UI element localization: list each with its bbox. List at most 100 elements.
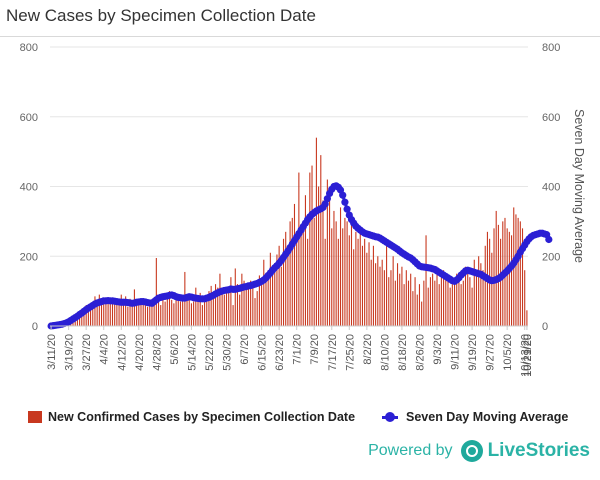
bar: [333, 210, 335, 326]
title-divider: [0, 36, 600, 37]
bar: [131, 303, 133, 326]
x-tick-label: 4/28/20: [151, 334, 163, 371]
bar: [149, 299, 151, 326]
bar: [223, 294, 225, 326]
bar: [206, 301, 208, 326]
x-tick-label: 3/19/20: [64, 334, 76, 371]
bar: [414, 277, 416, 326]
x-tick-label: 6/7/20: [239, 334, 251, 365]
bar: [491, 252, 493, 326]
y-tick-label-left: 200: [20, 251, 38, 263]
bar: [403, 284, 405, 326]
legend-label-moving-average: Seven Day Moving Average: [406, 410, 569, 424]
y2-tick-label-right: 400: [542, 182, 560, 194]
powered-by-livestories[interactable]: Powered by LiveStories: [368, 440, 590, 462]
bar: [276, 254, 278, 326]
legend-item-new-cases[interactable]: New Confirmed Cases by Specimen Collecti…: [28, 410, 355, 424]
bar: [120, 294, 122, 326]
bar: [247, 287, 249, 326]
bar: [375, 263, 377, 326]
moving-average-point: [341, 198, 349, 206]
x-tick-label: 8/18/20: [397, 334, 409, 371]
bar: [416, 294, 418, 326]
bar: [241, 273, 243, 326]
bar: [357, 238, 359, 326]
bar: [160, 305, 162, 326]
bar: [324, 238, 326, 326]
bar: [234, 268, 236, 326]
bar: [462, 280, 464, 326]
bar: [526, 310, 528, 326]
bar: [443, 270, 445, 326]
bar: [346, 221, 348, 326]
bar: [326, 179, 328, 326]
bar: [98, 294, 100, 326]
bar: [436, 266, 438, 326]
bar: [298, 172, 300, 326]
x-tick-label: 5/14/20: [186, 334, 198, 371]
x-tick-label: 3/11/20: [46, 334, 58, 370]
bar: [133, 289, 135, 326]
bar: [524, 270, 526, 326]
bar: [425, 235, 427, 326]
x-tick-label: 5/22/20: [204, 334, 216, 371]
bar: [401, 266, 403, 326]
bar: [355, 231, 357, 326]
bar: [318, 186, 320, 326]
bar: [214, 284, 217, 326]
bar: [359, 228, 361, 326]
bar: [280, 266, 282, 326]
bar: [478, 256, 480, 326]
bar: [197, 296, 199, 326]
bar: [282, 238, 285, 326]
bar: [109, 301, 111, 326]
bar: [423, 280, 425, 326]
bar: [427, 287, 429, 326]
bar: [193, 301, 195, 326]
bar: [335, 221, 337, 326]
bar: [289, 221, 291, 326]
bar: [114, 298, 116, 326]
bar: [171, 299, 173, 326]
bar: [118, 302, 120, 326]
x-tick-label: 10/21/20: [522, 334, 534, 377]
bar: [458, 277, 460, 326]
bar: [500, 238, 502, 326]
bar: [256, 291, 258, 326]
bar: [142, 298, 144, 326]
bar: [388, 277, 390, 326]
bar: [204, 296, 206, 326]
bar: [456, 273, 458, 326]
bar: [151, 303, 153, 326]
bar: [263, 259, 265, 326]
bar: [495, 210, 497, 326]
legend-item-moving-average[interactable]: Seven Day Moving Average: [382, 410, 568, 424]
bar: [199, 292, 201, 326]
bar-series: [52, 137, 528, 326]
x-tick-label: 8/10/20: [379, 334, 391, 371]
legend-bar-swatch: [28, 411, 42, 423]
bar: [464, 266, 467, 326]
bar: [392, 256, 394, 326]
bar: [386, 238, 388, 326]
bar: [278, 245, 280, 326]
x-tick-label: 6/23/20: [274, 334, 286, 371]
bar: [399, 273, 401, 326]
x-tick-label: 10/5/20: [502, 334, 514, 371]
bar: [304, 195, 306, 326]
bar: [164, 301, 166, 326]
y-tick-label-left: 600: [20, 112, 38, 124]
bar: [122, 305, 125, 326]
bar: [166, 296, 168, 326]
y2-axis-title: Seven Day Moving Average: [572, 109, 586, 263]
bar: [250, 280, 252, 326]
bar: [173, 303, 175, 326]
bar: [315, 137, 317, 326]
x-tick-label: 9/3/20: [432, 334, 444, 365]
y2-tick-label-right: 0: [542, 321, 548, 333]
bar: [519, 221, 521, 326]
bar: [232, 305, 234, 326]
bar: [179, 301, 182, 326]
bar: [410, 273, 412, 326]
bar: [307, 238, 309, 326]
